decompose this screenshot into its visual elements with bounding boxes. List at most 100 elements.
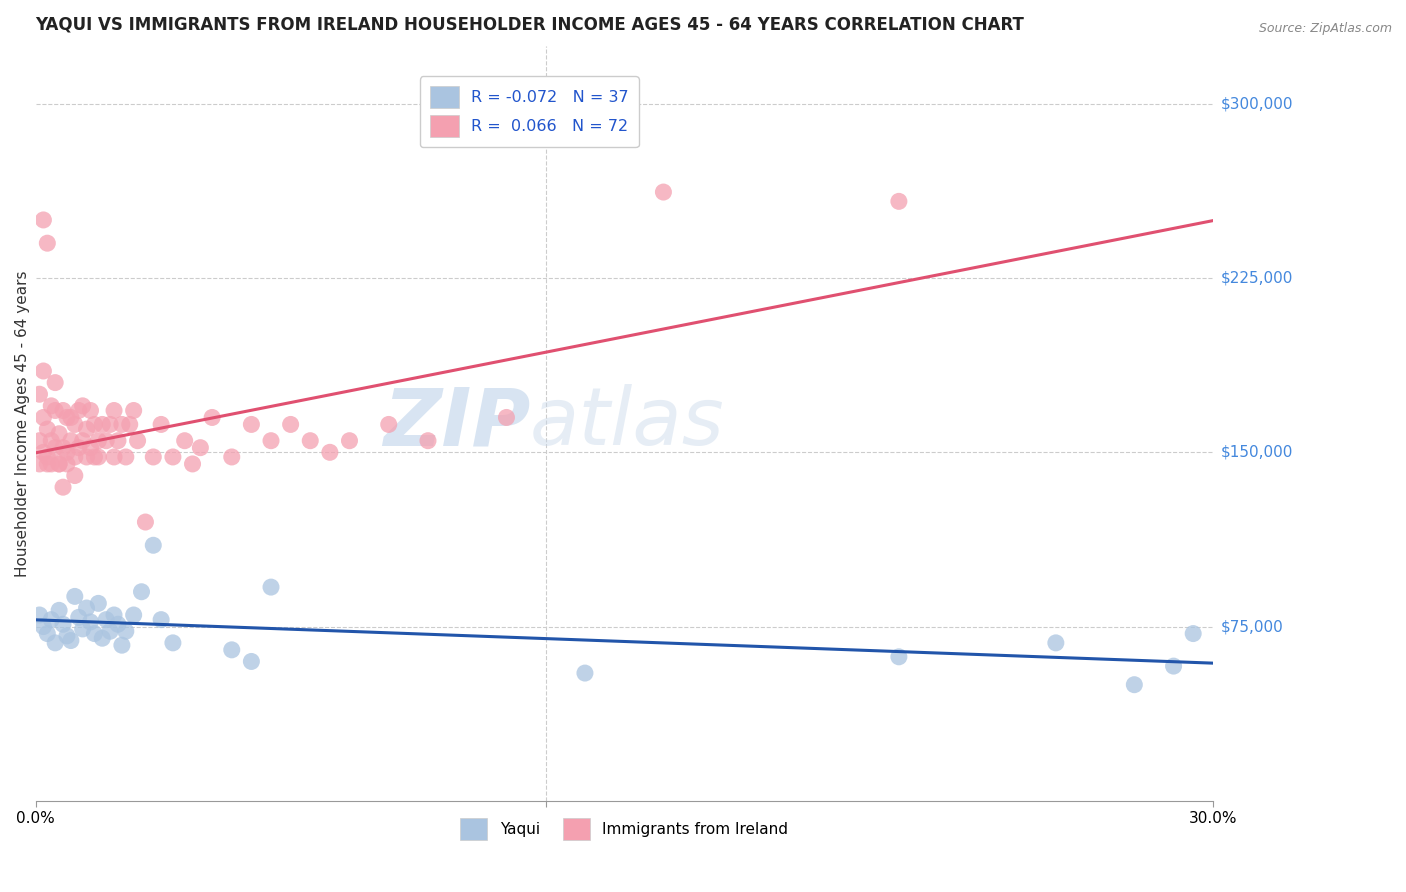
Point [221,450,243,464]
Point [39,434,62,448]
Point [96,613,118,627]
Point [52,617,75,632]
Text: $225,000: $225,000 [1220,270,1294,285]
Point [131,584,153,599]
Point [98,624,121,639]
Point [32,619,55,633]
Point [103,450,125,464]
Point [240,655,263,669]
Point [83,626,105,640]
Text: $300,000: $300,000 [1220,96,1294,112]
Point [56,445,79,459]
Point [79,441,101,455]
Point [44,376,66,390]
Point [240,417,263,432]
Point [142,450,165,464]
Point [98,417,121,432]
Y-axis label: Householder Income Ages 45 - 64 years: Householder Income Ages 45 - 64 years [15,270,30,576]
Point [91,631,114,645]
Point [103,607,125,622]
Point [67,441,90,455]
Point [1123,678,1146,692]
Point [201,410,224,425]
Point [56,629,79,643]
Point [111,417,134,432]
Point [87,434,110,448]
Point [52,441,75,455]
Point [118,417,141,432]
Point [107,617,129,632]
Point [114,624,136,639]
Text: ZIP: ZIP [382,384,530,462]
Point [37,626,59,640]
Point [416,434,439,448]
Point [887,649,910,664]
Point [37,236,59,251]
Text: $150,000: $150,000 [1220,445,1294,459]
Point [72,622,94,636]
Point [37,457,59,471]
Point [1163,659,1185,673]
Point [87,450,110,464]
Point [67,403,90,417]
Point [48,426,70,441]
Point [67,610,90,624]
Point [72,399,94,413]
Point [28,434,51,448]
Point [652,185,675,199]
Point [150,613,173,627]
Point [63,417,86,432]
Point [63,468,86,483]
Point [32,410,55,425]
Text: atlas: atlas [530,384,724,462]
Point [76,601,98,615]
Point [1045,636,1067,650]
Point [76,422,98,436]
Point [150,417,173,432]
Point [28,387,51,401]
Point [887,194,910,209]
Point [221,643,243,657]
Point [32,213,55,227]
Point [79,615,101,629]
Point [122,607,145,622]
Point [48,457,70,471]
Point [162,636,184,650]
Point [91,417,114,432]
Point [103,403,125,417]
Point [39,457,62,471]
Point [319,445,342,459]
Point [181,457,204,471]
Point [52,480,75,494]
Legend: Yaqui, Immigrants from Ireland: Yaqui, Immigrants from Ireland [454,813,794,847]
Point [87,596,110,610]
Point [495,410,517,425]
Point [48,603,70,617]
Point [32,364,55,378]
Point [59,633,82,648]
Point [190,441,212,455]
Point [83,450,105,464]
Point [48,457,70,471]
Point [162,450,184,464]
Point [127,434,149,448]
Point [56,410,79,425]
Point [107,434,129,448]
Point [96,434,118,448]
Point [37,450,59,464]
Point [56,457,79,471]
Point [83,417,105,432]
Point [122,403,145,417]
Point [39,613,62,627]
Point [52,403,75,417]
Point [111,638,134,652]
Point [299,434,322,448]
Point [28,457,51,471]
Point [59,410,82,425]
Text: Source: ZipAtlas.com: Source: ZipAtlas.com [1258,22,1392,36]
Point [280,417,302,432]
Point [76,450,98,464]
Point [44,403,66,417]
Point [1182,626,1205,640]
Point [260,580,283,594]
